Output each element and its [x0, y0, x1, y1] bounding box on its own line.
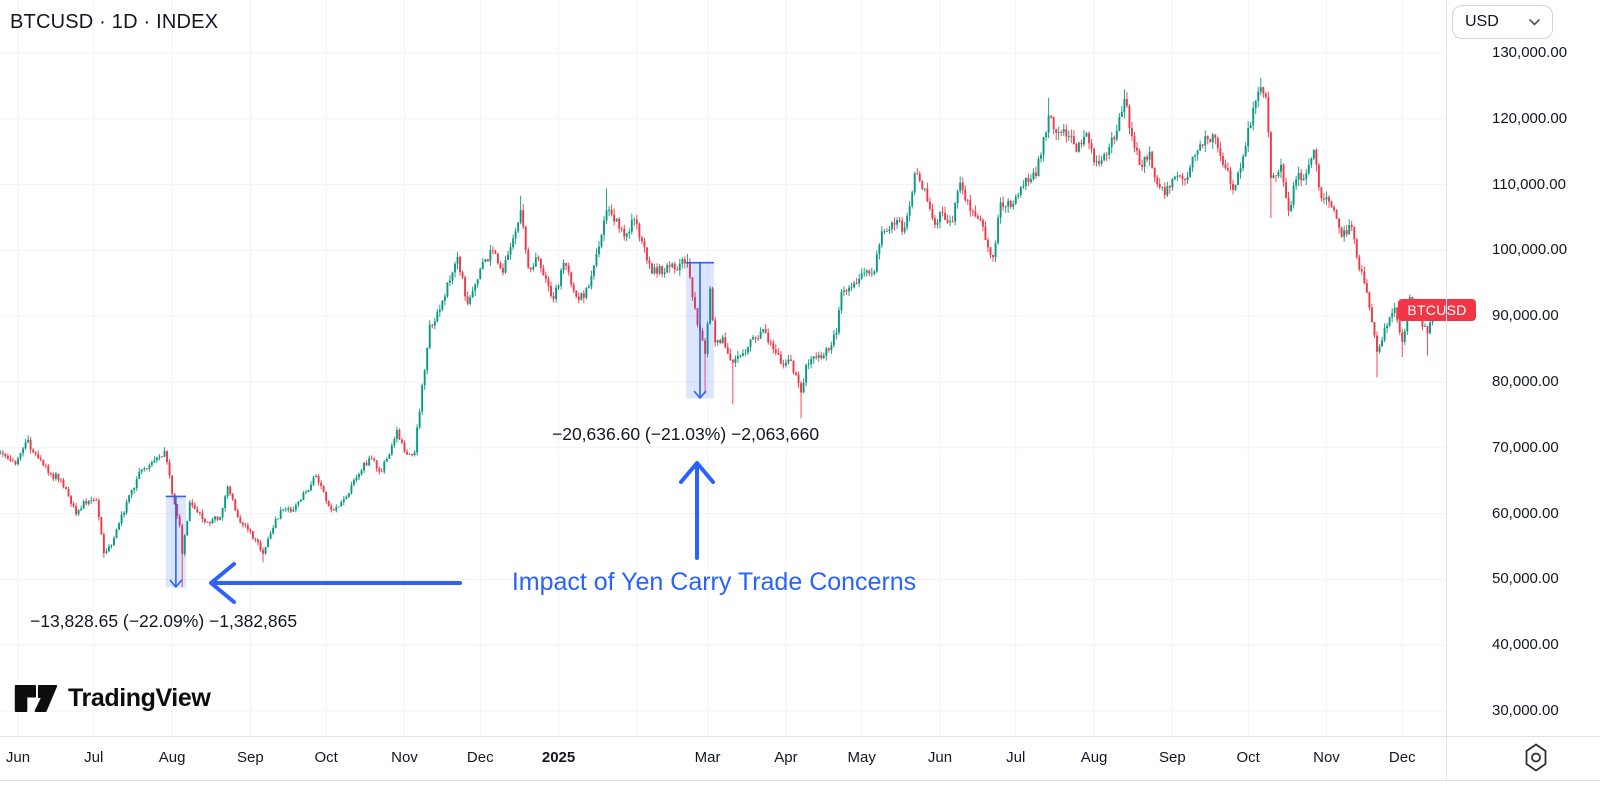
time-tick-label: Nov: [1313, 749, 1340, 766]
price-tick-label: 30,000.00: [1492, 702, 1559, 719]
gridlines-horizontal: [0, 52, 1446, 712]
time-tick-label: Apr: [774, 749, 798, 766]
tradingview-wordmark: TradingView: [68, 684, 211, 712]
gridlines-vertical: [17, 0, 1403, 736]
time-tick-label: Nov: [391, 749, 418, 766]
time-tick-label: 2025: [541, 749, 576, 766]
hexagon-settings-glyph: [1525, 743, 1547, 772]
time-tick-label: Jul: [84, 749, 104, 766]
measurement-label-2[interactable]: −20,636.60 (−21.03%) −2,063,660: [552, 424, 820, 444]
bottom-border: [0, 780, 1600, 781]
time-tick-label: Aug: [1080, 749, 1108, 766]
tradingview-logo[interactable]: TradingView: [14, 684, 211, 713]
currency-dropdown[interactable]: USD: [1452, 5, 1553, 39]
price-tick-label: 70,000.00: [1492, 438, 1559, 456]
down-candle-bodies: [1, 87, 1429, 554]
time-tick-label: Dec: [1388, 749, 1416, 766]
callout-text[interactable]: Impact of Yen Carry Trade Concerns: [511, 568, 917, 596]
price-axis-border: [1446, 0, 1447, 780]
price-tick-label: 130,000.00: [1492, 44, 1568, 61]
currency-value: USD: [1465, 13, 1499, 30]
time-tick-label: Mar: [694, 749, 721, 766]
time-tick-label: Oct: [314, 749, 338, 766]
time-tick-label: Sep: [237, 749, 264, 766]
axis-settings-icon[interactable]: [1521, 743, 1551, 772]
time-axis-border: [0, 736, 1600, 737]
last-price-tag[interactable]: BTCUSD: [1398, 299, 1476, 322]
price-tick-label: 80,000.00: [1492, 373, 1559, 390]
measurement-label-1[interactable]: −13,828.65 (−22.09%) −1,382,865: [30, 611, 298, 631]
symbol-title[interactable]: BTCUSD · 1D · INDEX: [10, 11, 219, 33]
price-tick-label: 50,000.00: [1492, 570, 1559, 588]
time-tick-label: Oct: [1236, 749, 1260, 766]
time-tick-label: Jun: [927, 749, 953, 766]
time-tick-label: May: [847, 749, 876, 766]
chevron-down-icon: [1529, 18, 1540, 26]
up-candle-bodies: [0, 87, 1434, 554]
price-tick-label: 40,000.00: [1492, 636, 1559, 654]
time-tick-label: Jun: [5, 749, 31, 766]
price-tick-label: 110,000.00: [1492, 175, 1566, 193]
time-tick-label: Dec: [466, 749, 494, 766]
time-tick-label: Aug: [158, 749, 186, 766]
time-tick-label: Sep: [1159, 749, 1186, 766]
candles-layer: [0, 78, 1434, 588]
price-tick-label: 120,000.00: [1492, 109, 1568, 127]
price-tick-label: 100,000.00: [1492, 241, 1568, 259]
price-tick-label: 60,000.00: [1492, 504, 1559, 522]
price-tick-label: 90,000.00: [1492, 307, 1559, 325]
tradingview-mark-icon: [14, 685, 58, 712]
time-tick-label: Jul: [1006, 749, 1026, 766]
